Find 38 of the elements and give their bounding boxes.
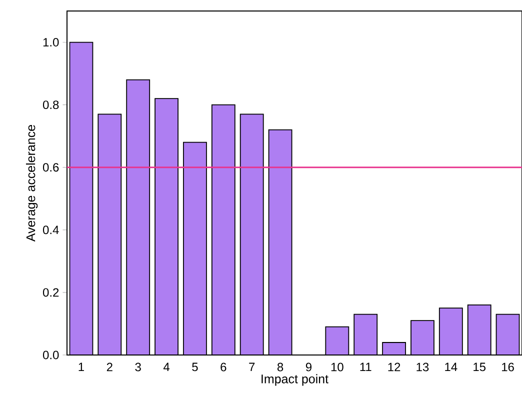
- bar: [155, 98, 178, 355]
- y-tick-label: 0.6: [42, 163, 59, 172]
- y-tick-label: 0.0: [42, 350, 59, 360]
- bar: [439, 308, 462, 355]
- bar: [354, 314, 378, 355]
- bar: [126, 80, 150, 355]
- x-tick-label: 14: [445, 362, 458, 372]
- y-tick-label: 1.0: [43, 38, 59, 47]
- x-tick-label: 9: [306, 362, 312, 372]
- bar: [70, 42, 93, 355]
- bar: [496, 314, 520, 355]
- y-tick-label: 0.4: [42, 226, 59, 234]
- x-tick-label: 12: [388, 362, 400, 372]
- x-tick-label: 6: [220, 362, 226, 372]
- x-tick-label: 11: [360, 362, 372, 372]
- bar: [268, 130, 292, 355]
- x-tick-label: 15: [474, 362, 486, 372]
- y-axis-title: Average accelerance: [26, 124, 38, 242]
- x-tick-label: 16: [502, 362, 514, 372]
- bar: [240, 114, 264, 355]
- x-tick-label: 2: [106, 362, 112, 372]
- bar: [212, 104, 235, 355]
- bar: [98, 114, 122, 355]
- y-tick-label: 0.8: [42, 100, 59, 110]
- x-tick-label: 5: [192, 362, 198, 372]
- x-tick-label: 8: [277, 362, 284, 372]
- x-tick-label: 1: [78, 362, 84, 372]
- y-tick-label: 0.2: [42, 288, 59, 297]
- bar: [183, 142, 206, 355]
- x-axis-title: Impact point: [262, 374, 328, 386]
- x-tick-label: 7: [249, 362, 255, 372]
- x-tick-label: 10: [331, 362, 344, 372]
- x-tick-label: 3: [135, 362, 141, 372]
- x-tick-label: 4: [163, 362, 170, 372]
- bar: [326, 326, 349, 355]
- bar: [468, 304, 491, 355]
- x-tick-label: 13: [416, 362, 429, 372]
- bar: [410, 320, 434, 355]
